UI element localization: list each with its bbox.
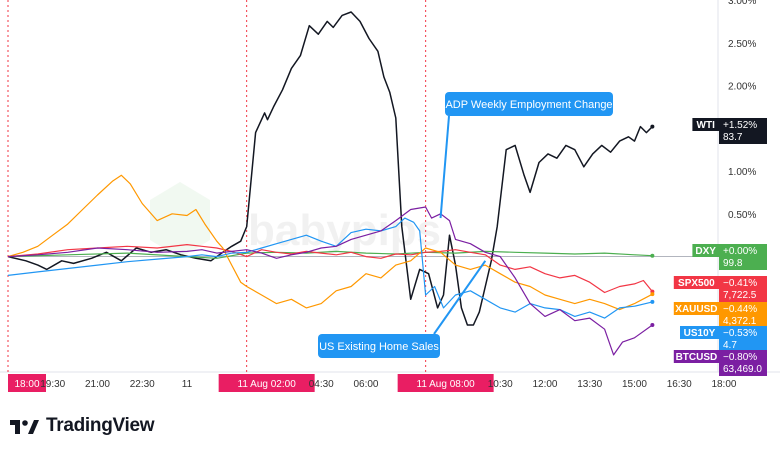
x-tick-label: 19:30: [40, 379, 65, 390]
series-line-xauusd: [7, 174, 653, 311]
annotation-callout: ADP Weekly Employment Change: [439, 92, 613, 219]
x-tick-label: 04:30: [309, 379, 334, 390]
x-tick-highlight-bg: [218, 374, 315, 392]
x-tick-label: 10:30: [488, 379, 513, 390]
annotation-pointer: [439, 115, 450, 219]
x-tick-highlight: 11 Aug 02:00: [218, 374, 315, 392]
x-tick-label: 18:00: [711, 379, 736, 390]
series-label-name-bg: [692, 118, 719, 131]
series-label-change: +0.00%: [723, 246, 757, 257]
y-tick-label: 1.00%: [728, 167, 756, 178]
series-label-change: −0.53%: [723, 328, 757, 339]
x-tick-label: 18:00: [14, 379, 39, 390]
series-label-value-bg: [719, 118, 767, 144]
y-tick-label: 2.00%: [728, 82, 756, 93]
series-label-name: US10Y: [684, 328, 716, 339]
series-label-name-bg: [692, 244, 719, 257]
watermark: babypips: [150, 182, 441, 258]
x-tick-label: 15:00: [622, 379, 647, 390]
series-label-last: 83.7: [723, 132, 743, 143]
series-label-change: −0.80%: [723, 352, 757, 363]
series-label-last: 63,469.0: [723, 364, 762, 375]
annotation-callout: US Existing Home Sales: [318, 260, 487, 358]
x-tick-label: 11: [182, 379, 193, 390]
series-label-name: WTI: [697, 120, 716, 131]
series-label-name-bg: [673, 350, 719, 363]
series-line-dxy: [7, 250, 653, 259]
watermark-text: babypips: [248, 206, 441, 255]
x-tick-highlight: 18:00: [8, 374, 46, 392]
series-label-us10y: US10Y −0.53%4.7: [680, 326, 767, 352]
series-label-name: DXY: [695, 246, 716, 257]
y-tick-label: 0.50%: [728, 210, 756, 221]
x-tick-label: 06:00: [353, 379, 378, 390]
x-tick-label: 11 Aug 02:00: [238, 379, 297, 390]
series-label-value-bg: [719, 326, 767, 352]
x-tick-label: 12:00: [532, 379, 557, 390]
series-label-value-bg: [719, 350, 767, 376]
series-line-spx500: [7, 244, 653, 294]
annotation-pointer: [433, 260, 487, 335]
series-label-change: +1.52%: [723, 120, 757, 131]
series-label-value-bg: [719, 276, 767, 302]
x-tick-label: 22:30: [130, 379, 155, 390]
series-label-btcusd: BTCUSD −0.80%63,469.0: [673, 350, 767, 376]
annotation-text: ADP Weekly Employment Change: [445, 99, 612, 111]
annotation-box: [318, 334, 440, 358]
series-line-btcusd: [7, 206, 653, 356]
series-end-point-btcusd: [650, 322, 655, 327]
series-line-wti: [7, 11, 653, 326]
x-tick-label: 11 Aug 08:00: [417, 379, 476, 390]
series-end-point-us10y: [650, 299, 655, 304]
annotation-text: US Existing Home Sales: [319, 341, 439, 353]
x-tick-highlight-bg: [8, 374, 46, 392]
series-label-value-bg: [719, 244, 767, 270]
y-tick-label: 3.00%: [728, 0, 756, 7]
series-label-name: BTCUSD: [676, 352, 718, 363]
series-label-name-bg: [680, 326, 719, 339]
series-end-point-xauusd: [650, 292, 655, 297]
series-end-point-wti: [650, 124, 655, 129]
series-label-name: XAUUSD: [675, 304, 717, 315]
annotation-box: [445, 92, 613, 116]
chart: babypips ADP Weekly Employment Change US …: [0, 0, 780, 392]
series-label-xauusd: XAUUSD −0.44%4,372.1: [673, 302, 767, 328]
series-label-last: 4,372.1: [723, 316, 757, 327]
series-label-last: 4.7: [723, 340, 737, 351]
series-label-value-bg: [719, 302, 767, 328]
series-label-change: −0.44%: [723, 304, 757, 315]
series-label-change: −0.41%: [723, 278, 757, 289]
y-tick-label: 2.50%: [728, 39, 756, 50]
tradingview-logo-icon: [10, 420, 39, 434]
x-tick-highlight-bg: [397, 374, 494, 392]
brand-name: TradingView: [46, 415, 155, 436]
x-tick-label: 13:30: [577, 379, 602, 390]
series-label-last: 99.8: [723, 258, 743, 269]
series-label-name: SPX500: [678, 278, 715, 289]
series-label-spx500: SPX500 −0.41%7,722.5: [673, 276, 767, 302]
series-end-point-dxy: [650, 253, 655, 258]
watermark-hexagon-icon: [150, 182, 210, 258]
series-label-name-bg: [673, 276, 719, 289]
x-tick-label: 21:00: [85, 379, 110, 390]
series-label-wti: WTI +1.52%83.7: [692, 118, 767, 144]
series-label-name-bg: [673, 302, 719, 315]
x-tick-label: 16:30: [667, 379, 692, 390]
series-label-dxy: DXY +0.00%99.8: [692, 244, 767, 270]
series-line-us10y: [7, 217, 653, 319]
x-tick-highlight: 11 Aug 08:00: [397, 374, 494, 392]
series-label-last: 7,722.5: [723, 290, 757, 301]
brand-footer: TradingView: [10, 414, 155, 438]
